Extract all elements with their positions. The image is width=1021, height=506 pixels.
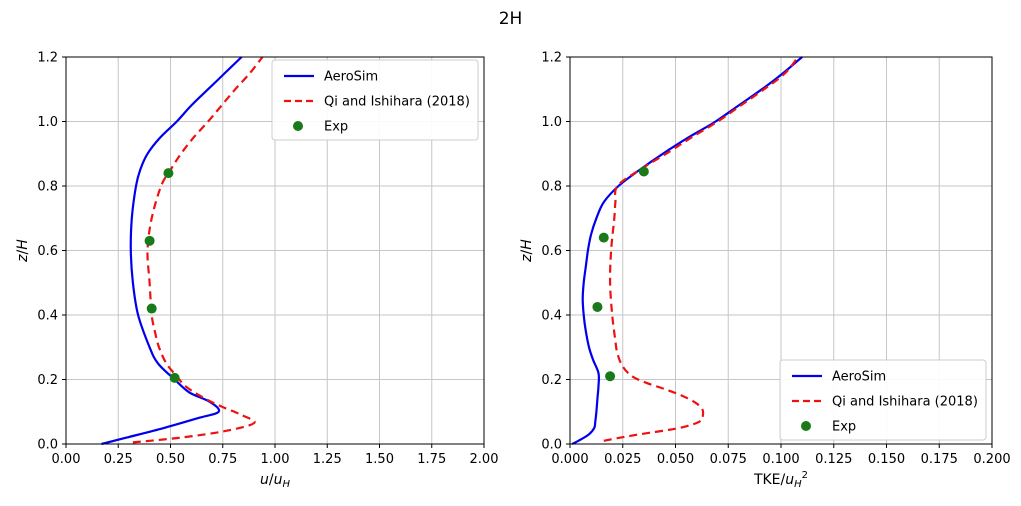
y-tick-label: 0.6: [37, 244, 58, 259]
exp-point: [146, 303, 157, 314]
exp-point: [598, 232, 609, 243]
y-tick-label: 0.0: [37, 438, 58, 453]
y-tick-label: 0.4: [541, 309, 562, 324]
legend-marker-exp: [293, 121, 303, 131]
exp-point: [163, 168, 174, 179]
x-tick-label: 0.150: [868, 452, 905, 467]
exp-point: [638, 166, 649, 177]
y-tick-label: 0.4: [37, 309, 58, 324]
x-tick-label: 0.25: [104, 452, 133, 467]
x-tick-label: 1.25: [313, 452, 342, 467]
figure-title: 2H: [498, 9, 523, 29]
x-tick-label: 1.50: [365, 452, 394, 467]
legend-label: AeroSim: [324, 70, 378, 85]
series-points-exp: [592, 166, 649, 382]
x-tick-label: 0.00: [52, 452, 81, 467]
series-line-qi: [603, 56, 799, 442]
legend-velocity-profile: AeroSim Qi and Ishihara (2018) Exp: [271, 59, 479, 141]
ticks: 0.00 0.25 0.50 0.75 1.00 1.25 1.50 1.75 2.00 0.0 0…: [37, 51, 498, 468]
y-tick-label: 0.0: [541, 438, 562, 453]
series-line-qi: [132, 56, 264, 444]
axis-label: z/H: [519, 239, 535, 263]
y-tick-label: 1.0: [37, 115, 58, 130]
legend-label: Exp: [324, 120, 348, 135]
x-tick-label: 1.00: [261, 452, 290, 467]
series-line-aerosim: [101, 56, 243, 446]
y-tick-label: 0.2: [37, 373, 58, 388]
y-tick-label: 0.8: [37, 180, 58, 195]
exp-point: [144, 235, 155, 246]
x-tick-label: 0.50: [156, 452, 185, 467]
legend-label: Qi and Ishihara (2018): [324, 95, 470, 110]
legend-box: [271, 59, 479, 141]
legend-marker-exp: [801, 421, 811, 431]
chart-tke-profile: 0.000 0.025 0.050 0.075 0.100 0.125 0.150 0.175…: [519, 51, 1011, 491]
x-tick-label: 0.050: [657, 452, 694, 467]
series-points-exp: [144, 168, 180, 383]
axis-label: u/uH: [260, 472, 290, 490]
axis-label: TKE/uH2: [753, 470, 808, 490]
legend-label: AeroSim: [832, 370, 886, 385]
y-tick-label: 0.2: [541, 373, 562, 388]
y-tick-label: 0.8: [541, 180, 562, 195]
y-tick-label: 0.6: [541, 244, 562, 259]
y-tick-label: 1.2: [541, 51, 562, 66]
axis-label: z/H: [15, 239, 31, 263]
y-tick-label: 1.2: [37, 51, 58, 66]
x-tick-label: 0.100: [762, 452, 799, 467]
exp-point: [169, 372, 180, 383]
x-tick-label: 0.125: [815, 452, 852, 467]
chart-velocity-profile: 0.00 0.25 0.50 0.75 1.00 1.25 1.50 1.75 2.00 0.0 0…: [15, 51, 498, 491]
x-tick-label: 0.75: [208, 452, 237, 467]
series-line-aerosim: [571, 56, 803, 445]
x-tick-label: 2.00: [470, 452, 499, 467]
legend-box: [779, 359, 987, 441]
x-tick-label: 0.200: [973, 452, 1010, 467]
legend-label: Exp: [832, 420, 856, 435]
exp-point: [592, 301, 603, 312]
y-tick-label: 1.0: [541, 115, 562, 130]
x-tick-label: 0.175: [921, 452, 958, 467]
x-tick-label: 1.75: [417, 452, 446, 467]
x-tick-label: 0.025: [604, 452, 641, 467]
ticks: 0.000 0.025 0.050 0.075 0.100 0.125 0.150 0.175…: [541, 51, 1010, 468]
x-tick-label: 0.075: [710, 452, 747, 467]
x-tick-label: 0.000: [551, 452, 588, 467]
legend-tke-profile: AeroSim Qi and Ishihara (2018) Exp: [779, 359, 987, 441]
exp-point: [605, 371, 616, 382]
legend-label: Qi and Ishihara (2018): [832, 395, 978, 410]
